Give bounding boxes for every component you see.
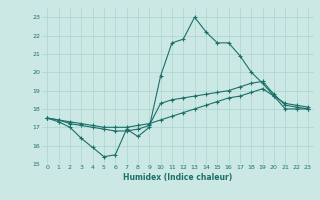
X-axis label: Humidex (Indice chaleur): Humidex (Indice chaleur) <box>123 173 232 182</box>
